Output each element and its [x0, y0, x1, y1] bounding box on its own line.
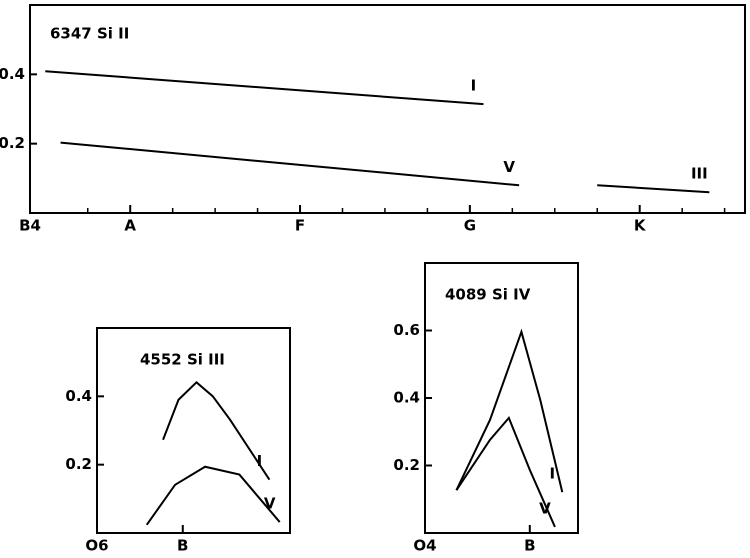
chart-title: 4552 Si III	[140, 351, 225, 369]
x-tick-label: G	[464, 217, 476, 235]
chart-title: 4089 Si IV	[445, 286, 531, 304]
x-tick-label: B	[524, 537, 535, 555]
series-line	[45, 70, 484, 106]
y-tick-label: 0.4	[393, 389, 420, 407]
plot-frame	[96, 327, 291, 534]
y-tick-label: 0.2	[65, 455, 92, 473]
x-tick-label: O6	[85, 537, 108, 555]
plot-frame	[424, 262, 579, 534]
series-label: III	[691, 165, 708, 183]
y-tick-label: 0.2	[393, 456, 420, 474]
series-label: I	[549, 465, 555, 483]
x-tick-label: F	[295, 217, 305, 235]
series-label: V	[503, 158, 515, 176]
series-line	[60, 141, 520, 187]
y-tick-label: 0.4	[0, 65, 25, 83]
series-label: V	[539, 499, 551, 517]
x-tick-label: A	[124, 217, 136, 235]
x-tick-label: B	[177, 537, 188, 555]
chart-title: 6347 Si II	[50, 25, 129, 43]
series-line	[145, 465, 281, 526]
x-tick-label: O4	[413, 537, 436, 555]
x-tick-label: B4	[19, 217, 41, 235]
series-line	[597, 184, 710, 194]
series-label: I	[471, 77, 477, 95]
series-label: I	[257, 452, 263, 470]
series-line	[162, 380, 271, 481]
y-tick-label: 0.4	[65, 387, 92, 405]
y-tick-label: 0.6	[393, 321, 420, 339]
series-line	[455, 416, 556, 528]
x-tick-label: K	[634, 217, 647, 235]
plot-frame	[29, 4, 746, 214]
series-label: V	[264, 495, 276, 513]
series-line	[455, 328, 564, 493]
y-tick-label: 0.2	[0, 134, 25, 152]
